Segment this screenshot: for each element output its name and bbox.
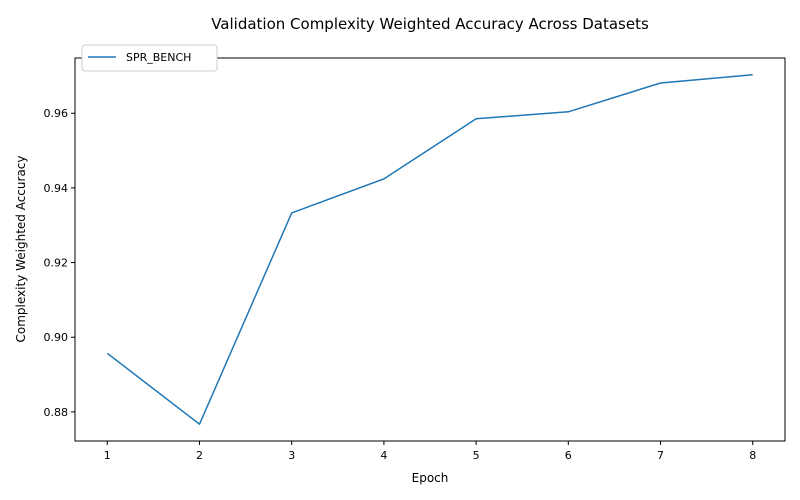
x-tick-label: 6 xyxy=(565,449,572,462)
x-axis-ticks: 1 2 3 4 5 6 7 8 xyxy=(104,441,756,462)
chart-title: Validation Complexity Weighted Accuracy … xyxy=(211,15,649,33)
y-axis-label: Complexity Weighted Accuracy xyxy=(14,156,28,343)
plot-area xyxy=(74,57,786,442)
x-tick-label: 3 xyxy=(288,449,295,462)
y-tick-label: 0.94 xyxy=(44,182,69,195)
y-tick-label: 0.90 xyxy=(44,331,69,344)
x-tick-label: 8 xyxy=(749,449,756,462)
legend-box xyxy=(81,44,218,72)
series-line-spr-bench xyxy=(106,74,753,425)
x-tick-label: 5 xyxy=(473,449,480,462)
y-tick-label: 0.92 xyxy=(44,257,69,270)
x-tick-label: 4 xyxy=(380,449,387,462)
y-tick-label: 0.88 xyxy=(44,406,69,419)
series-layer xyxy=(106,74,753,425)
plot-frame xyxy=(74,57,786,442)
y-tick-label: 0.96 xyxy=(44,107,69,120)
y-axis-ticks: 0.88 0.90 0.92 0.94 0.96 xyxy=(44,107,75,419)
x-axis-label: Epoch xyxy=(412,471,449,485)
x-tick-label: 7 xyxy=(657,449,664,462)
x-tick-label: 2 xyxy=(196,449,203,462)
legend-label-spr-bench: SPR_BENCH xyxy=(126,51,191,64)
legend: SPR_BENCH xyxy=(81,44,218,72)
x-tick-label: 1 xyxy=(104,449,111,462)
